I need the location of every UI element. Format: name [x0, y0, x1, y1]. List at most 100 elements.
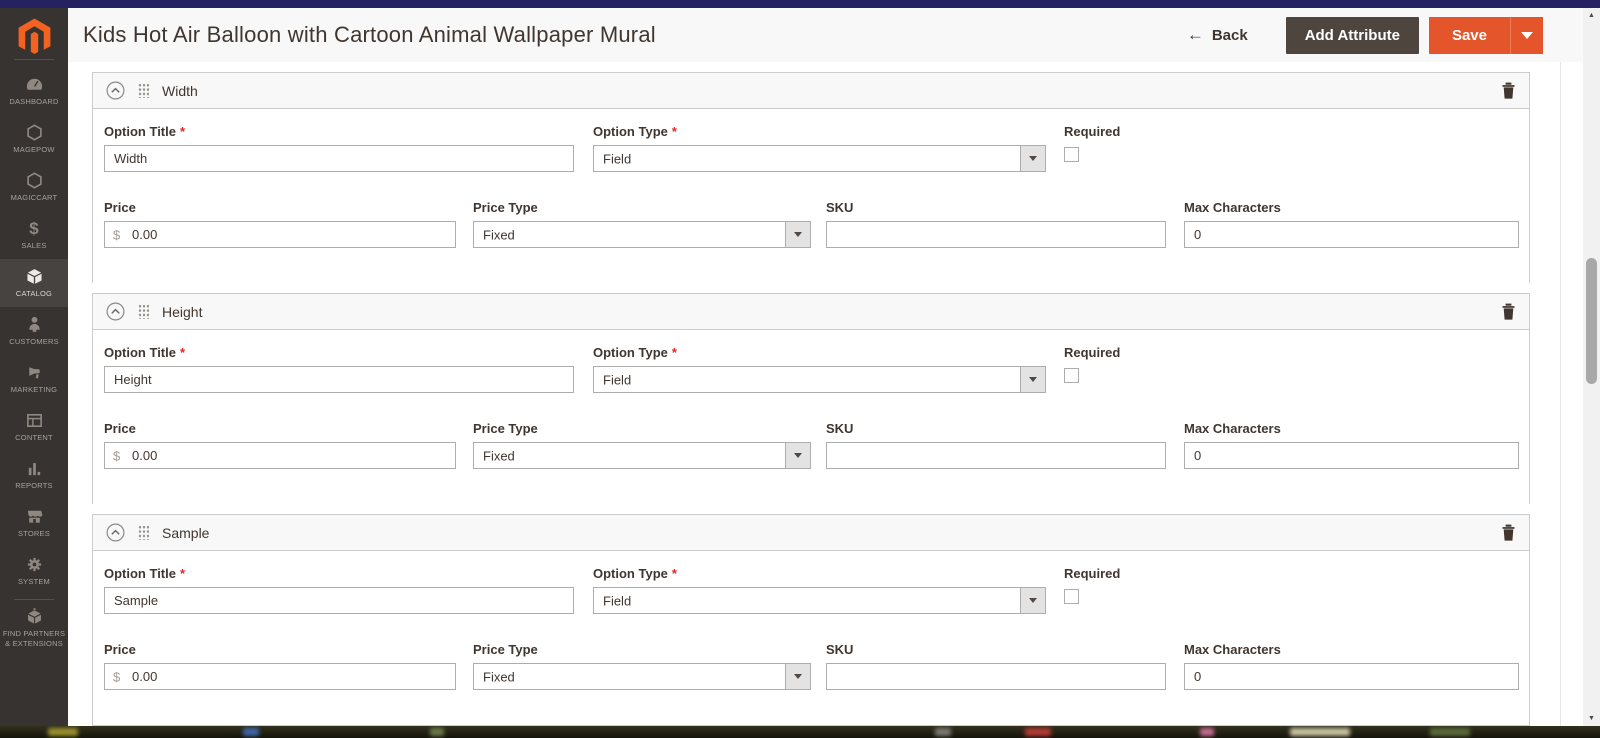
- sidebar-item-label: CONTENT: [15, 433, 53, 443]
- magento-logo-icon[interactable]: [16, 17, 53, 54]
- chevron-down-icon: [794, 232, 802, 237]
- option-type-select[interactable]: Field: [593, 145, 1046, 172]
- price-type-select[interactable]: Fixed: [473, 663, 811, 690]
- select-dropdown-button[interactable]: [785, 664, 810, 689]
- sidebar-item-label: MAGICCART: [10, 193, 58, 203]
- sidebar-item-content[interactable]: CONTENT: [0, 403, 68, 451]
- sidebar-item-reports[interactable]: REPORTS: [0, 451, 68, 499]
- drag-handle-icon[interactable]: [138, 525, 149, 540]
- required-label: Required: [1064, 124, 1121, 139]
- price-input[interactable]: [104, 221, 456, 248]
- option-type-value: Field: [603, 151, 632, 166]
- required-checkbox[interactable]: [1064, 368, 1079, 383]
- save-split-button: Save: [1428, 16, 1543, 54]
- select-dropdown-button[interactable]: [1020, 367, 1045, 392]
- sidebar-item-label: CUSTOMERS: [9, 337, 59, 347]
- chevron-down-icon: [1029, 598, 1037, 603]
- option-title-input[interactable]: [104, 366, 574, 393]
- select-dropdown-button[interactable]: [785, 443, 810, 468]
- section-title: Sample: [162, 524, 210, 541]
- page-header: Kids Hot Air Balloon with Cartoon Animal…: [68, 8, 1583, 62]
- max-characters-input[interactable]: [1184, 442, 1519, 469]
- box-icon: [26, 269, 42, 284]
- option-type-label: Option Type *: [593, 345, 677, 360]
- sidebar-item-label: CATALOG: [15, 289, 53, 299]
- sidebar-item-label: STORES: [18, 529, 50, 539]
- sku-input[interactable]: [826, 221, 1166, 248]
- scroll-down-icon[interactable]: ▼: [1588, 715, 1595, 722]
- option-title-input[interactable]: [104, 587, 574, 614]
- page-title: Kids Hot Air Balloon with Cartoon Animal…: [83, 22, 656, 47]
- save-options-button[interactable]: [1510, 16, 1543, 54]
- megaphone-icon: [28, 367, 40, 379]
- scroll-up-icon[interactable]: ▲: [1588, 12, 1595, 19]
- storefront-icon: [27, 510, 42, 523]
- sidebar-item-label: SALES: [21, 241, 47, 251]
- price-type-select[interactable]: Fixed: [473, 442, 811, 469]
- save-button[interactable]: Save: [1428, 16, 1510, 54]
- os-taskbar[interactable]: [0, 726, 1600, 738]
- section-body: Option Title* Option Type* Field Require…: [93, 551, 1529, 725]
- sidebar-item-stores[interactable]: STORES: [0, 499, 68, 547]
- hexagon-icon: [26, 124, 42, 141]
- price-input[interactable]: [104, 663, 456, 690]
- price-type-value: Fixed: [483, 227, 515, 242]
- select-dropdown-button[interactable]: [1020, 588, 1045, 613]
- header-actions: ← Back Add Attribute Save: [1187, 16, 1543, 54]
- price-type-value: Fixed: [483, 669, 515, 684]
- sidebar-item-system[interactable]: SYSTEM: [0, 547, 68, 595]
- collapse-icon[interactable]: [106, 302, 125, 321]
- sidebar-item-customers[interactable]: CUSTOMERS: [0, 307, 68, 355]
- price-type-label: Price Type: [473, 642, 538, 657]
- option-type-select[interactable]: Field: [593, 587, 1046, 614]
- section-body: Option Title* Option Type* Field Require…: [93, 109, 1529, 283]
- sku-input[interactable]: [826, 663, 1166, 690]
- drag-handle-icon[interactable]: [138, 83, 149, 98]
- price-type-select[interactable]: Fixed: [473, 221, 811, 248]
- taskbar-icon: [1025, 728, 1051, 736]
- select-dropdown-button[interactable]: [785, 222, 810, 247]
- section-title: Height: [162, 303, 203, 320]
- required-label: Required: [1064, 345, 1121, 360]
- trash-icon[interactable]: [1501, 82, 1516, 99]
- sku-input[interactable]: [826, 442, 1166, 469]
- price-type-label: Price Type: [473, 200, 538, 215]
- max-characters-input[interactable]: [1184, 663, 1519, 690]
- sidebar-item-catalog[interactable]: CATALOG: [0, 259, 68, 307]
- sidebar-item-magiccart[interactable]: MAGICCART: [0, 163, 68, 211]
- price-input[interactable]: [104, 442, 456, 469]
- section-title: Width: [162, 82, 198, 99]
- currency-symbol: $: [113, 669, 121, 684]
- option-title-input[interactable]: [104, 145, 574, 172]
- drag-handle-icon[interactable]: [138, 304, 149, 319]
- option-section-sample: Sample Option Title* Option Type*: [92, 514, 1530, 726]
- person-icon: [28, 317, 40, 333]
- sidebar-item-dashboard[interactable]: DASHBOARD: [0, 67, 68, 115]
- option-type-select[interactable]: Field: [593, 366, 1046, 393]
- collapse-icon[interactable]: [106, 81, 125, 100]
- price-label: Price: [104, 642, 136, 657]
- sidebar-item-sales[interactable]: $ SALES: [0, 211, 68, 259]
- option-type-value: Field: [603, 372, 632, 387]
- vertical-scrollbar[interactable]: ▲ ▼: [1583, 8, 1600, 726]
- window-top-strip: [0, 0, 1600, 8]
- scrollbar-thumb[interactable]: [1586, 258, 1597, 384]
- option-title-label: Option Title *: [104, 345, 186, 360]
- dollar-icon: $: [29, 219, 39, 239]
- max-characters-input[interactable]: [1184, 221, 1519, 248]
- trash-icon[interactable]: [1501, 524, 1516, 541]
- required-mark: *: [179, 124, 186, 139]
- sidebar-item-find-partners[interactable]: FIND PARTNERS & EXTENSIONS: [0, 604, 68, 652]
- sidebar-item-magepow[interactable]: MAGEPOW: [0, 115, 68, 163]
- collapse-icon[interactable]: [106, 523, 125, 542]
- sidebar-item-marketing[interactable]: MARKETING: [0, 355, 68, 403]
- custom-options-list: Width Option Title* Option Type*: [92, 62, 1530, 726]
- trash-icon[interactable]: [1501, 303, 1516, 320]
- required-checkbox[interactable]: [1064, 147, 1079, 162]
- required-checkbox[interactable]: [1064, 589, 1079, 604]
- back-button[interactable]: ← Back: [1187, 25, 1248, 45]
- select-dropdown-button[interactable]: [1020, 146, 1045, 171]
- add-attribute-button[interactable]: Add Attribute: [1285, 16, 1419, 54]
- sidebar-item-label: SYSTEM: [17, 577, 51, 587]
